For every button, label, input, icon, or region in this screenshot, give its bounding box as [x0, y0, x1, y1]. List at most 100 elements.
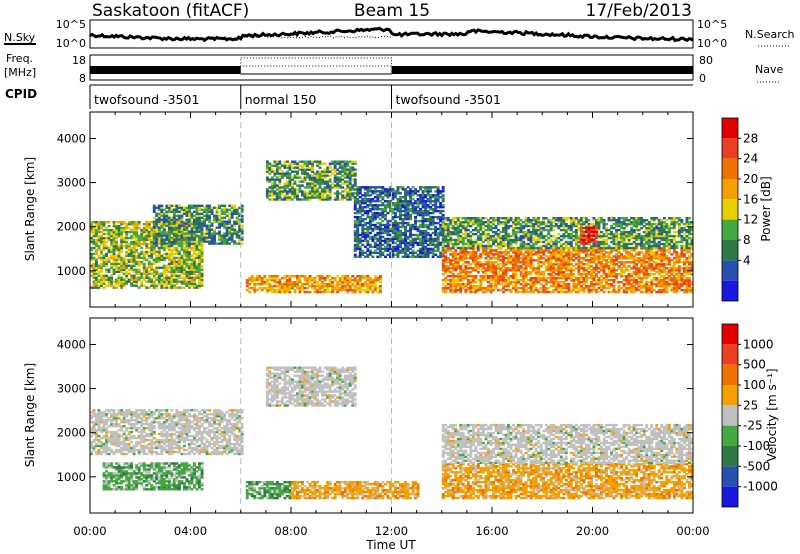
nsky-tick-bottom: 10^0 [56, 37, 86, 50]
colorbar-tick-label: 4 [743, 253, 751, 267]
colorbar-swatch [722, 466, 738, 487]
velocity-region-4 [291, 481, 420, 500]
colorbar-tick-label: 500 [743, 358, 766, 372]
power-region-1 [90, 221, 204, 289]
velocity-colorbar: 1000 500 100 25 -25 -100 -500 -1000 [721, 323, 778, 508]
colorbar-tick-label: 20 [743, 172, 758, 186]
nsky-tick-top: 10^5 [56, 18, 86, 31]
freq-label-1: Freq. [6, 52, 33, 65]
power-panel: 1000 2000 3000 4000 Slant Range [km] 28 24 20… [23, 111, 773, 308]
colorbar-tick-label: 12 [743, 213, 758, 227]
colorbar-tick-label: 1000 [743, 337, 774, 351]
colorbar-tick-label: -100 [743, 439, 770, 453]
velocity-region-5 [265, 366, 357, 407]
power-colorbar: 28 24 20 16 12 8 4 [721, 117, 758, 302]
colorbar-swatch [722, 199, 738, 220]
colorbar-swatch [722, 280, 738, 301]
colorbar-swatch [722, 179, 738, 200]
ytick-label: 4000 [57, 131, 86, 145]
colorbar-swatch [722, 118, 738, 139]
freq-label-2: [MHz] [4, 66, 36, 79]
colorbar-tick-label: 25 [743, 398, 758, 412]
power-region-4 [265, 160, 357, 201]
velocity-region-1 [90, 409, 244, 456]
xtick-label: 20:00 [576, 524, 609, 538]
power-region-7 [441, 217, 694, 250]
velocity-colorbar-label: Velocity [m s⁻¹] [765, 368, 779, 461]
colorbar-swatch [722, 219, 738, 240]
noise-panel: N.Sky 10^5 10^0 10^5 10^0 N.Search [4, 18, 795, 50]
velocity-region-6 [441, 463, 694, 500]
power-heatmap [90, 112, 694, 307]
ytick-label: 3000 [57, 382, 86, 396]
power-ylabel: Slant Range [km] [23, 157, 37, 261]
nsearch-tick-top: 10^5 [697, 18, 727, 31]
colorbar-swatch [722, 240, 738, 261]
ytick-label: 1000 [57, 264, 86, 278]
xtick-label: 00:00 [73, 524, 106, 538]
colorbar-swatch [722, 486, 738, 507]
cpid-segment-1: twofsound -3501 [94, 92, 199, 107]
colorbar-swatch [722, 260, 738, 281]
ytick-label: 1000 [57, 470, 86, 484]
colorbar-swatch [722, 324, 738, 345]
colorbar-swatch [722, 344, 738, 365]
power-region-3 [245, 275, 382, 294]
colorbar-swatch [722, 405, 738, 426]
power-region-2 [152, 204, 244, 245]
cpid-row: CPID twofsound -3501 normal 150 twofsound … [5, 84, 693, 109]
colorbar-swatch [722, 158, 738, 179]
power-colorbar-label: Power [dB] [759, 176, 773, 241]
colorbar-swatch [722, 446, 738, 467]
velocity-region-7 [441, 423, 694, 464]
nsearch-tick-bottom: 10^0 [697, 37, 727, 50]
xtick-label: 08:00 [274, 524, 307, 538]
nave-tick-top: 80 [699, 54, 713, 67]
power-region-6 [441, 247, 694, 294]
nave-label: Nave [755, 63, 783, 76]
colorbar-tick-label: 24 [743, 152, 758, 166]
freq-bar-1 [90, 66, 241, 74]
ytick-label: 4000 [57, 337, 86, 351]
nsky-label: N.Sky [4, 31, 36, 44]
xtick-label: 16:00 [475, 524, 508, 538]
xtick-label: 12:00 [375, 524, 408, 538]
colorbar-tick-label: 100 [743, 378, 766, 392]
colorbar-swatch [722, 425, 738, 446]
noise-search-trace [240, 35, 392, 39]
date-title: 17/Feb/2013 [586, 1, 692, 21]
colorbar-swatch [722, 385, 738, 406]
station-title: Saskatoon (fitACF) [92, 1, 249, 21]
beam-title: Beam 15 [354, 1, 430, 21]
ytick-label: 3000 [57, 176, 86, 190]
cpid-label: CPID [5, 87, 37, 101]
time-axis: 00:00 04:00 08:00 12:00 16:00 20:00 00:00 [73, 524, 709, 538]
power-region-8 [579, 226, 598, 245]
colorbar-swatch [722, 138, 738, 159]
xaxis-label: Time UT [365, 538, 416, 552]
nave-tick-bottom: 0 [699, 72, 706, 85]
colorbar-tick-label: 28 [743, 131, 758, 145]
colorbar-tick-label: -25 [743, 419, 763, 433]
noise-sky-trace [89, 26, 694, 43]
power-region-5 [353, 186, 445, 258]
ytick-label: 2000 [57, 220, 86, 234]
xtick-label: 00:00 [676, 524, 709, 538]
colorbar-tick-label: 8 [743, 233, 751, 247]
xtick-label: 04:00 [174, 524, 207, 538]
freq-tick-top: 18 [72, 54, 86, 67]
velocity-heatmap [90, 318, 694, 513]
frequency-bars [90, 66, 693, 75]
velocity-panel: 1000 2000 3000 4000 Slant Range [km] 1000 50… [23, 317, 779, 514]
colorbar-swatch [722, 364, 738, 385]
nave-dotted-box [240, 57, 392, 67]
ytick-label: 2000 [57, 426, 86, 440]
cpid-segment-2: normal 150 [245, 92, 317, 107]
colorbar-tick-label: 16 [743, 192, 758, 206]
freq-tick-bottom: 8 [79, 72, 86, 85]
freq-bar-2 [391, 66, 693, 74]
velocity-ylabel: Slant Range [km] [23, 363, 37, 467]
colorbar-tick-label: -1000 [743, 480, 778, 494]
velocity-region-2 [102, 462, 204, 491]
